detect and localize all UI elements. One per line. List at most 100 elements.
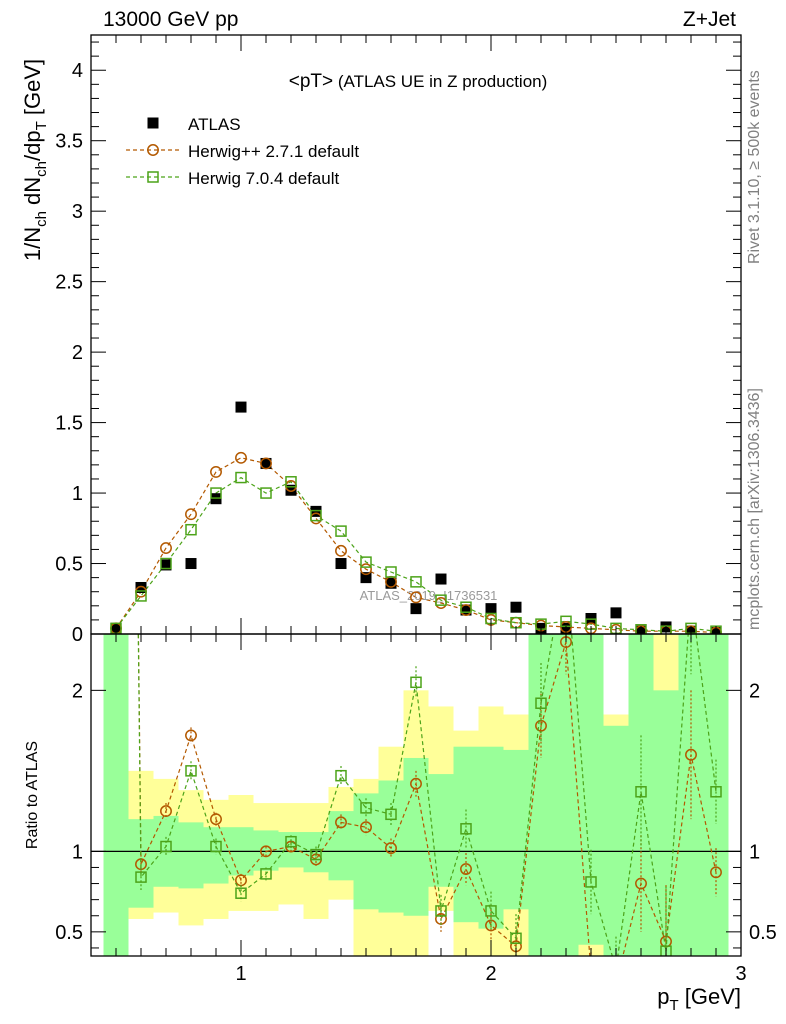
ratio-point-herwigpp — [586, 967, 596, 977]
ratio-point-herwig7 — [135, 871, 147, 883]
ratio-band-inner — [503, 749, 529, 910]
ratio-point-herwig7 — [710, 786, 722, 798]
main-point-herwigpp — [210, 465, 222, 478]
main-point-atlas — [435, 573, 447, 585]
ratio-band-inner — [553, 634, 579, 956]
ratio-band-inner — [603, 725, 629, 956]
ratio-point-herwig7 — [185, 765, 197, 777]
ratio-xtick-label: 2 — [485, 963, 496, 985]
legend-label-herwigpp: Herwig++ 2.7.1 default — [188, 142, 359, 161]
ratio-point-herwig7 — [360, 802, 372, 814]
ratio-point-herwig7 — [460, 823, 472, 835]
main-point-atlas — [235, 401, 247, 413]
ratio-point-herwig7 — [660, 945, 672, 956]
ratio-point-herwig7 — [260, 868, 272, 880]
ratio-ytick-label-right: 1 — [749, 841, 760, 863]
plot-title: <pT> (ATLAS UE in Z production) — [289, 71, 548, 92]
header-analysis-label: Z+Jet — [682, 8, 736, 31]
main-point-herwig7 — [310, 509, 322, 522]
legend-marker-herwig7 — [147, 171, 159, 183]
ratio-xlabel: pT [GeV] — [657, 984, 741, 1014]
ratio-point-herwig7 — [611, 964, 621, 974]
main-point-atlas — [610, 607, 622, 619]
ratio-band-inner — [703, 634, 729, 956]
main-ytick-label: 0.5 — [55, 554, 83, 576]
ratio-point-herwig7 — [635, 786, 647, 798]
main-ytick-label: 1 — [72, 483, 83, 505]
ratio-ytick-label: 1 — [72, 841, 83, 863]
ratio-plot-area — [91, 589, 741, 988]
main-point-herwig7 — [385, 566, 397, 578]
ratio-point-herwig7 — [235, 887, 247, 899]
main-ytick-label: 2.5 — [55, 272, 83, 294]
ratio-band-inner — [578, 634, 604, 945]
main-ylabel-sub: T — [33, 121, 50, 130]
ratio-point-herwig7 — [210, 840, 222, 853]
ratio-ytick-label-right: 0.5 — [749, 922, 777, 944]
main-ylabel-part: dN — [20, 177, 45, 211]
main-ylabel: 1/Nch dNch/dpT [GeV] — [20, 59, 50, 261]
main-ylabel-part: [GeV] — [20, 59, 45, 121]
ratio-point-herwig7 — [585, 876, 597, 888]
ratio-point-herwig7 — [510, 932, 522, 945]
main-ytick-label: 3 — [72, 201, 83, 223]
main-point-herwig7 — [260, 487, 272, 499]
ratio-point-herwigpp — [335, 816, 347, 829]
main-point-herwigpp — [185, 508, 197, 521]
ratio-point-herwig7 — [435, 905, 447, 917]
main-point-atlas — [460, 604, 472, 616]
main-point-herwig7 — [435, 594, 447, 606]
main-point-herwig7 — [135, 590, 147, 602]
main-point-atlas — [385, 577, 397, 589]
ratio-band-inner — [478, 746, 504, 929]
ratio-ytick-label: 0.5 — [55, 922, 83, 944]
ratio-point-herwigpp — [611, 978, 621, 988]
main-ylabel-sub: ch — [33, 161, 50, 177]
main-point-herwig7 — [460, 601, 472, 613]
ratio-point-herwig7 — [310, 848, 322, 861]
main-ytick-label: 1.5 — [55, 413, 83, 435]
main-point-atlas — [335, 558, 347, 570]
ratio-xlabel-sub: T — [669, 997, 678, 1014]
mcplots-label: mcplots.cern.ch [arXiv:1306.3436] — [746, 388, 763, 630]
legend-marker-herwigpp — [147, 144, 159, 156]
ratio-point-herwig7 — [686, 589, 696, 599]
main-point-herwig7 — [410, 576, 422, 588]
ratio-point-herwigpp — [185, 729, 197, 742]
plot-title-main: <pT> — [289, 71, 333, 92]
ratio-point-herwigpp — [685, 748, 697, 761]
ratio-band-inner — [428, 774, 454, 887]
ratio-point-herwigpp — [210, 813, 222, 826]
main-point-herwig7 — [160, 557, 172, 570]
main-ylabel-sub: ch — [33, 211, 50, 227]
main-point-herwigpp — [235, 451, 247, 464]
main-plot-area: ATLAS_2019_I1736531 — [110, 401, 722, 634]
main-point-herwigpp — [335, 544, 347, 557]
plot-title-sub: (ATLAS UE in Z production) — [333, 72, 547, 91]
watermark-label: ATLAS_2019_I1736531 — [360, 588, 498, 603]
ratio-band-inner — [403, 757, 429, 916]
main-point-atlas — [160, 559, 172, 571]
main-ytick-label: 4 — [72, 60, 83, 82]
main-point-atlas — [310, 505, 322, 517]
ratio-point-herwig7 — [160, 840, 172, 853]
ratio-ytick-label: 2 — [72, 680, 83, 702]
main-point-atlas — [135, 581, 147, 593]
main-point-herwig7 — [360, 556, 372, 568]
ratio-point-herwigpp — [710, 866, 722, 879]
ratio-point-herwigpp — [160, 805, 172, 818]
main-point-atlas — [285, 484, 297, 496]
main-point-herwigpp — [410, 591, 422, 604]
ratio-ytick-label-right: 2 — [749, 680, 760, 702]
main-ytick-label: 0 — [72, 624, 83, 646]
ratio-ylabel: Ratio to ATLAS — [24, 741, 41, 849]
ratio-point-herwigpp — [385, 842, 397, 855]
main-ytick-label: 3.5 — [55, 131, 83, 153]
main-point-atlas — [185, 558, 197, 570]
ratio-point-herwigpp — [360, 821, 372, 834]
main-point-herwigpp — [160, 542, 172, 554]
ratio-point-herwig7 — [535, 697, 547, 709]
legend-marker-atlas — [147, 117, 159, 129]
ratio-xlabel-main: p — [657, 984, 669, 1009]
